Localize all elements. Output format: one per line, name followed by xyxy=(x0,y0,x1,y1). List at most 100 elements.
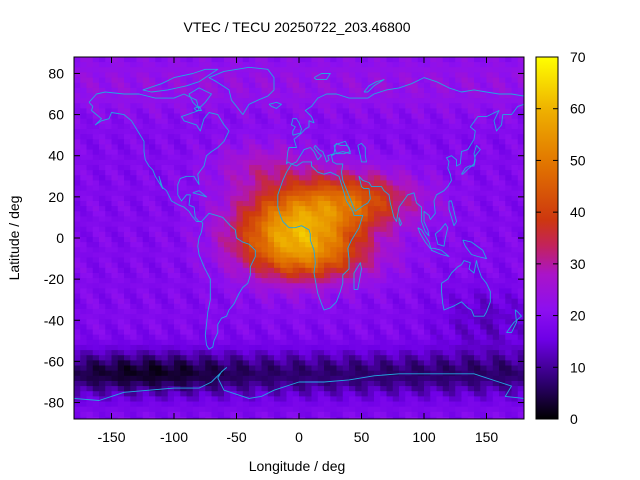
heatmap-cell xyxy=(111,175,119,182)
heatmap-cell xyxy=(230,190,238,197)
heatmap-cell xyxy=(174,350,181,356)
heatmap-cell xyxy=(86,103,94,110)
heatmap-cell xyxy=(455,98,463,104)
heatmap-cell xyxy=(392,108,400,115)
heatmap-cell xyxy=(280,298,288,305)
heatmap-cell xyxy=(424,221,431,228)
heatmap-cell xyxy=(86,180,94,187)
heatmap-cell xyxy=(505,77,513,84)
heatmap-cell xyxy=(424,334,431,341)
heatmap-cell xyxy=(317,329,325,336)
heatmap-cell xyxy=(249,360,256,367)
heatmap-cell xyxy=(92,324,100,331)
heatmap-cell xyxy=(86,391,94,397)
heatmap-cell xyxy=(499,159,506,166)
heatmap-cell xyxy=(492,170,500,176)
heatmap-cell xyxy=(80,221,88,228)
heatmap-cell xyxy=(417,386,425,392)
heatmap-cell xyxy=(405,401,413,408)
heatmap-cell xyxy=(80,216,88,223)
heatmap-cell xyxy=(130,77,138,84)
heatmap-cell xyxy=(167,190,175,197)
heatmap-cell xyxy=(349,391,356,397)
heatmap-cell xyxy=(405,319,413,325)
heatmap-cell xyxy=(461,159,469,166)
heatmap-cell xyxy=(399,113,406,120)
heatmap-cell xyxy=(186,365,194,372)
heatmap-cell xyxy=(486,262,494,269)
heatmap-cell xyxy=(442,200,450,207)
heatmap-cell xyxy=(417,283,425,289)
heatmap-cell xyxy=(180,242,188,248)
heatmap-cell xyxy=(217,149,225,156)
heatmap-cell xyxy=(155,272,163,279)
heatmap-cell xyxy=(236,180,244,187)
heatmap-cell xyxy=(242,159,250,166)
heatmap-cell xyxy=(492,350,500,356)
heatmap-cell xyxy=(305,180,313,187)
heatmap-cell xyxy=(99,216,106,223)
heatmap-cell xyxy=(467,67,475,74)
heatmap-cell xyxy=(136,82,144,89)
heatmap-cell xyxy=(436,314,444,320)
heatmap-cell xyxy=(505,283,513,289)
heatmap-cell xyxy=(505,247,513,253)
heatmap-cell xyxy=(467,314,475,320)
heatmap-cell xyxy=(480,185,488,192)
heatmap-cell xyxy=(417,175,425,182)
heatmap-cell xyxy=(517,180,524,187)
heatmap-cell xyxy=(249,308,256,315)
heatmap-cell xyxy=(99,82,106,89)
heatmap-cell xyxy=(205,231,213,238)
heatmap-cell xyxy=(405,180,413,187)
heatmap-cell xyxy=(105,360,113,367)
heatmap-cell xyxy=(224,82,231,89)
heatmap-cell xyxy=(361,324,369,331)
heatmap-cell xyxy=(499,92,506,99)
heatmap-cell xyxy=(124,221,131,228)
heatmap-cell xyxy=(92,406,100,413)
heatmap-cell xyxy=(386,396,394,403)
heatmap-cell xyxy=(430,329,438,336)
heatmap-cell xyxy=(486,200,494,207)
heatmap-cell xyxy=(136,170,144,176)
heatmap-cell xyxy=(86,216,94,223)
heatmap-cell xyxy=(117,159,125,166)
heatmap-cell xyxy=(430,82,438,89)
heatmap-cell xyxy=(130,134,138,140)
heatmap-cell xyxy=(311,118,319,125)
heatmap-cell xyxy=(105,123,113,130)
heatmap-cell xyxy=(167,123,175,130)
heatmap-cell xyxy=(461,149,469,156)
heatmap-cell xyxy=(267,293,275,300)
heatmap-cell xyxy=(342,380,350,387)
heatmap-cell xyxy=(399,159,406,166)
heatmap-cell xyxy=(474,139,481,146)
heatmap-cell xyxy=(361,319,369,325)
heatmap-cell xyxy=(374,236,381,243)
heatmap-cell xyxy=(261,350,269,356)
heatmap-cell xyxy=(424,195,431,202)
heatmap-cell xyxy=(111,170,119,176)
heatmap-cell xyxy=(74,401,81,408)
heatmap-cell xyxy=(192,298,200,305)
heatmap-cell xyxy=(211,164,219,171)
heatmap-cell xyxy=(280,195,288,202)
heatmap-cell xyxy=(186,175,194,182)
heatmap-cell xyxy=(430,242,438,248)
heatmap-cell xyxy=(130,324,138,331)
heatmap-cell xyxy=(292,139,300,146)
heatmap-cell xyxy=(149,298,156,305)
heatmap-cell xyxy=(111,319,119,325)
heatmap-cell xyxy=(424,149,431,156)
heatmap-cell xyxy=(242,154,250,161)
heatmap-cell xyxy=(286,180,294,187)
heatmap-cell xyxy=(99,113,106,120)
heatmap-cell xyxy=(480,236,488,243)
heatmap-cell xyxy=(149,278,156,284)
heatmap-cell xyxy=(217,231,225,238)
heatmap-cell xyxy=(124,324,131,331)
heatmap-cell xyxy=(436,324,444,331)
heatmap-cell xyxy=(436,344,444,351)
heatmap-cell xyxy=(467,308,475,315)
